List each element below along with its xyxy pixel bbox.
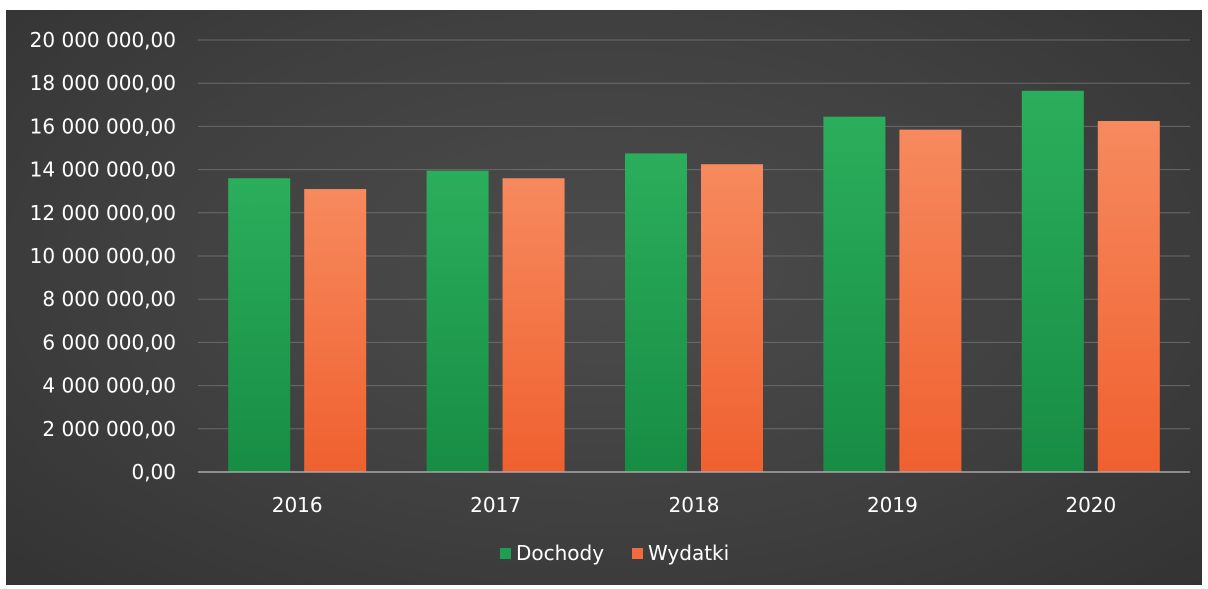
chart-background: [6, 10, 1202, 585]
y-tick-label: 2 000 000,00: [42, 417, 176, 441]
x-tick-label: 2020: [1065, 493, 1116, 517]
bar-wydatki-2019: [899, 129, 962, 472]
y-tick-label: 14 000 000,00: [30, 158, 176, 182]
legend: Dochody Wydatki: [500, 541, 729, 565]
x-axis-tick-labels: 2016 2017 2018 2019 2020: [272, 493, 1117, 517]
y-tick-label: 18 000 000,00: [30, 71, 176, 95]
bar-dochody-2018: [625, 153, 687, 472]
bar-wydatki-2016: [304, 189, 367, 473]
x-tick-label: 2019: [867, 493, 918, 517]
y-tick-label: 0,00: [131, 460, 176, 484]
x-tick-label: 2018: [669, 493, 720, 517]
legend-label-wydatki: Wydatki: [648, 541, 729, 565]
legend-swatch-dochody: [500, 548, 511, 559]
bar-dochody-2016: [228, 178, 291, 473]
y-tick-label: 4 000 000,00: [42, 374, 176, 398]
y-tick-label: 6 000 000,00: [42, 330, 176, 354]
bar-dochody-2019: [823, 116, 886, 473]
bars: [228, 90, 1160, 473]
x-tick-label: 2016: [272, 493, 323, 517]
bar-dochody-2020: [1021, 90, 1084, 472]
y-tick-label: 12 000 000,00: [30, 201, 176, 225]
x-tick-label: 2017: [470, 493, 521, 517]
bar-wydatki-2018: [701, 164, 763, 472]
y-axis-tick-labels: 0,00 2 000 000,00 4 000 000,00 6 000 000,00…: [30, 28, 176, 484]
bar-wydatki-2017: [502, 178, 565, 473]
y-tick-label: 8 000 000,00: [42, 287, 176, 311]
legend-swatch-wydatki: [632, 548, 643, 559]
bar-wydatki-2020: [1097, 121, 1160, 472]
y-tick-label: 16 000 000,00: [30, 114, 176, 138]
y-tick-label: 10 000 000,00: [30, 244, 176, 268]
y-tick-label: 20 000 000,00: [30, 28, 176, 52]
bar-dochody-2017: [426, 170, 489, 472]
legend-label-dochody: Dochody: [516, 541, 604, 565]
